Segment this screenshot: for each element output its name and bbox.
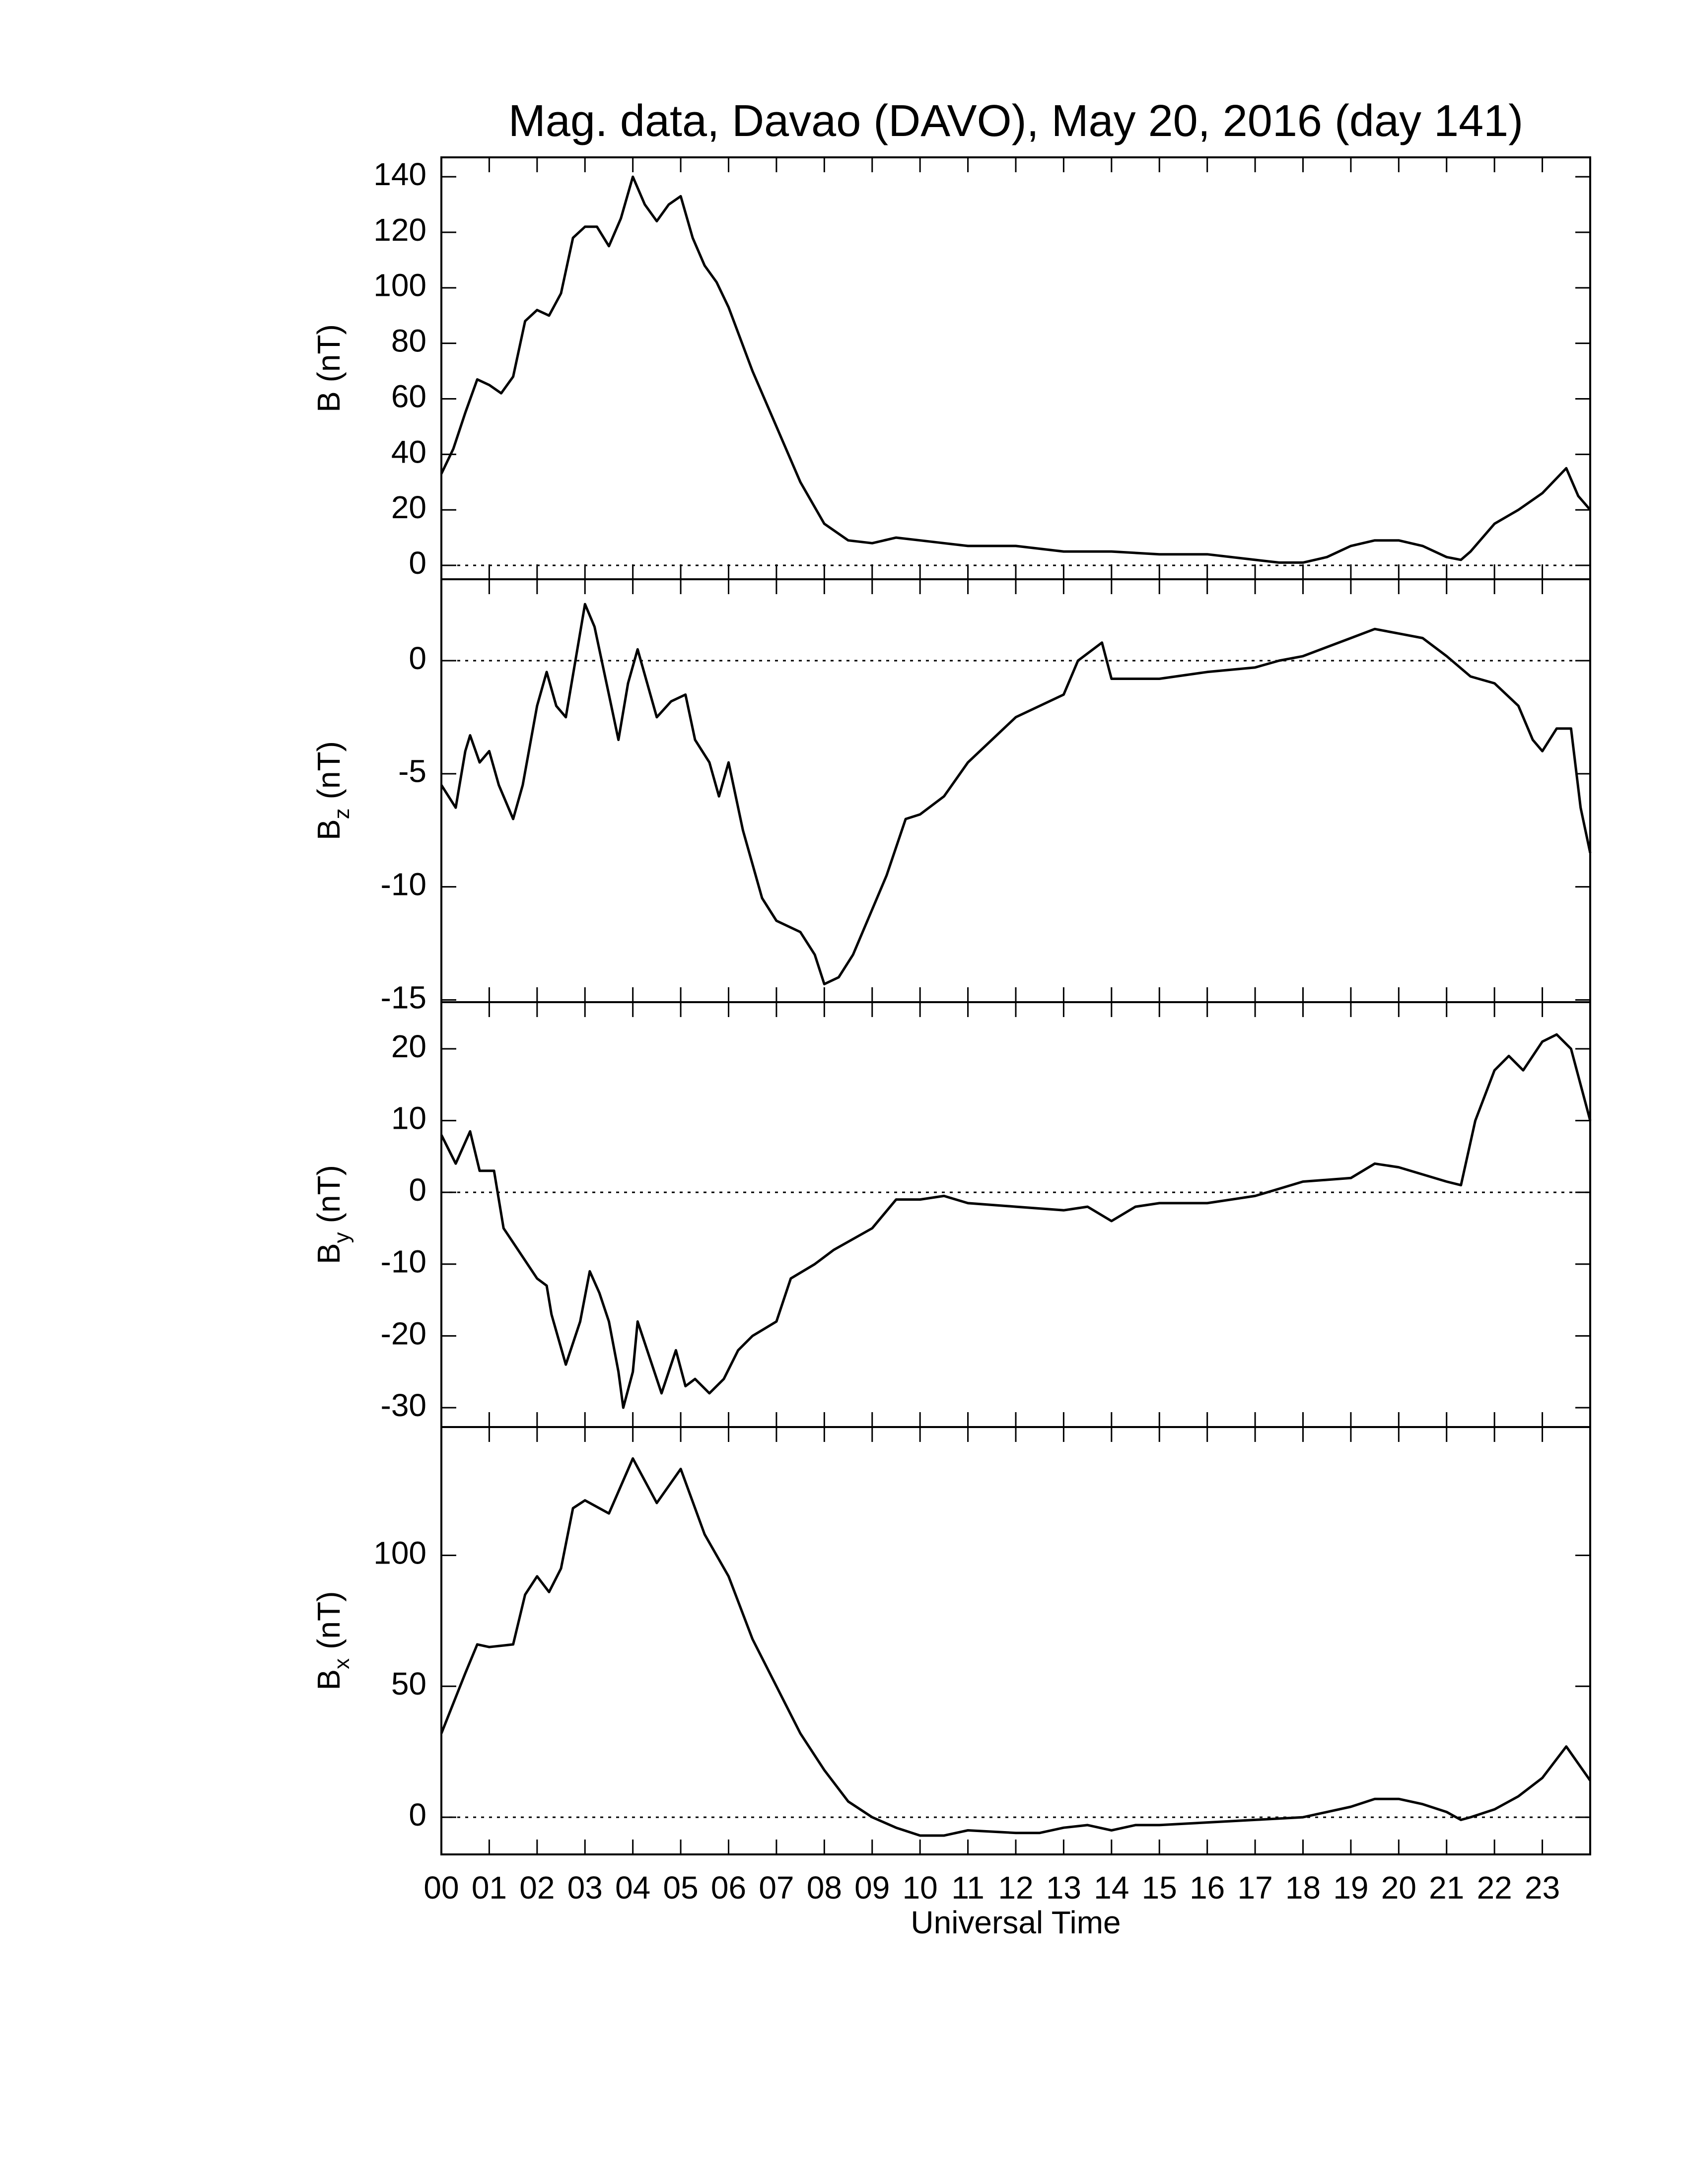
y-tick-label: 100	[373, 268, 426, 303]
x-tick-label: 14	[1094, 1870, 1129, 1906]
x-tick-label: 06	[711, 1870, 746, 1906]
x-tick-label: 18	[1285, 1870, 1321, 1906]
y-tick-label: 80	[391, 323, 426, 359]
x-tick-label: 12	[998, 1870, 1033, 1906]
y-tick-label: -10	[381, 867, 427, 902]
x-tick-label: 17	[1237, 1870, 1272, 1906]
y-axis-label: Bz (nT)	[311, 741, 354, 840]
y-axis-label: By (nT)	[311, 1165, 354, 1264]
y-tick-label: -10	[381, 1244, 427, 1280]
y-axis-label: B (nT)	[311, 324, 347, 412]
x-axis-label: Universal Time	[911, 1905, 1121, 1940]
y-tick-label: 20	[391, 489, 426, 525]
x-tick-label: 07	[759, 1870, 794, 1906]
x-tick-label: 04	[615, 1870, 650, 1906]
y-axis-label-unit: (nT)	[311, 1165, 347, 1223]
x-tick-label: 19	[1333, 1870, 1368, 1906]
x-tick-label: 10	[903, 1870, 938, 1906]
x-tick-label: 23	[1525, 1870, 1560, 1906]
data-line	[440, 175, 1591, 564]
x-tick-label: 05	[663, 1870, 698, 1906]
x-tick-label: 15	[1142, 1870, 1177, 1906]
x-tick-label: 08	[807, 1870, 842, 1906]
y-tick-label: 0	[409, 640, 426, 676]
y-tick-label: -30	[381, 1387, 427, 1423]
y-tick-label: 0	[409, 545, 426, 581]
y-tick-label: 50	[391, 1666, 426, 1702]
y-tick-label: 140	[373, 156, 426, 192]
y-axis-label: Bx (nT)	[311, 1591, 354, 1691]
plot-frame	[440, 1426, 1591, 1855]
data-line	[440, 603, 1592, 986]
y-axis-label-main: B	[311, 1669, 347, 1691]
y-axis-label-main: B	[311, 1243, 347, 1264]
y-tick-label: 120	[373, 212, 426, 248]
y-tick-label: 0	[409, 1172, 426, 1208]
y-tick-label: 60	[391, 378, 426, 414]
x-tick-label: 21	[1429, 1870, 1464, 1906]
x-tick-label: 11	[951, 1870, 984, 1906]
y-tick-label: -20	[381, 1315, 427, 1351]
x-tick-label: 09	[854, 1870, 890, 1906]
x-tick-label: 03	[567, 1870, 603, 1906]
y-axis-label-unit: (nT)	[311, 741, 347, 799]
y-tick-label: -15	[381, 979, 427, 1015]
x-tick-label: 13	[1046, 1870, 1081, 1906]
x-tick-label: 22	[1477, 1870, 1512, 1906]
y-tick-label: 40	[391, 434, 426, 470]
y-tick-label: -5	[398, 753, 426, 789]
y-axis-label-main: B	[311, 819, 347, 840]
data-line	[440, 1033, 1592, 1409]
data-line	[440, 1457, 1592, 1837]
y-axis-label-sub: x	[330, 1658, 354, 1669]
x-tick-label: 02	[519, 1870, 555, 1906]
y-tick-label: 20	[391, 1028, 426, 1064]
y-tick-label: 0	[409, 1797, 426, 1833]
x-tick-label: 20	[1381, 1870, 1416, 1906]
x-tick-label: 00	[423, 1870, 459, 1906]
chart-title: Mag. data, Davao (DAVO), May 20, 2016 (d…	[508, 96, 1523, 146]
y-axis-label-unit: (nT)	[311, 1591, 347, 1649]
x-tick-label: 01	[472, 1870, 507, 1906]
y-axis-label-sub: y	[330, 1232, 354, 1243]
y-axis-label-sub: z	[330, 808, 354, 819]
y-tick-label: 10	[391, 1100, 426, 1136]
y-tick-label: 100	[373, 1535, 426, 1570]
x-tick-label: 16	[1190, 1870, 1225, 1906]
